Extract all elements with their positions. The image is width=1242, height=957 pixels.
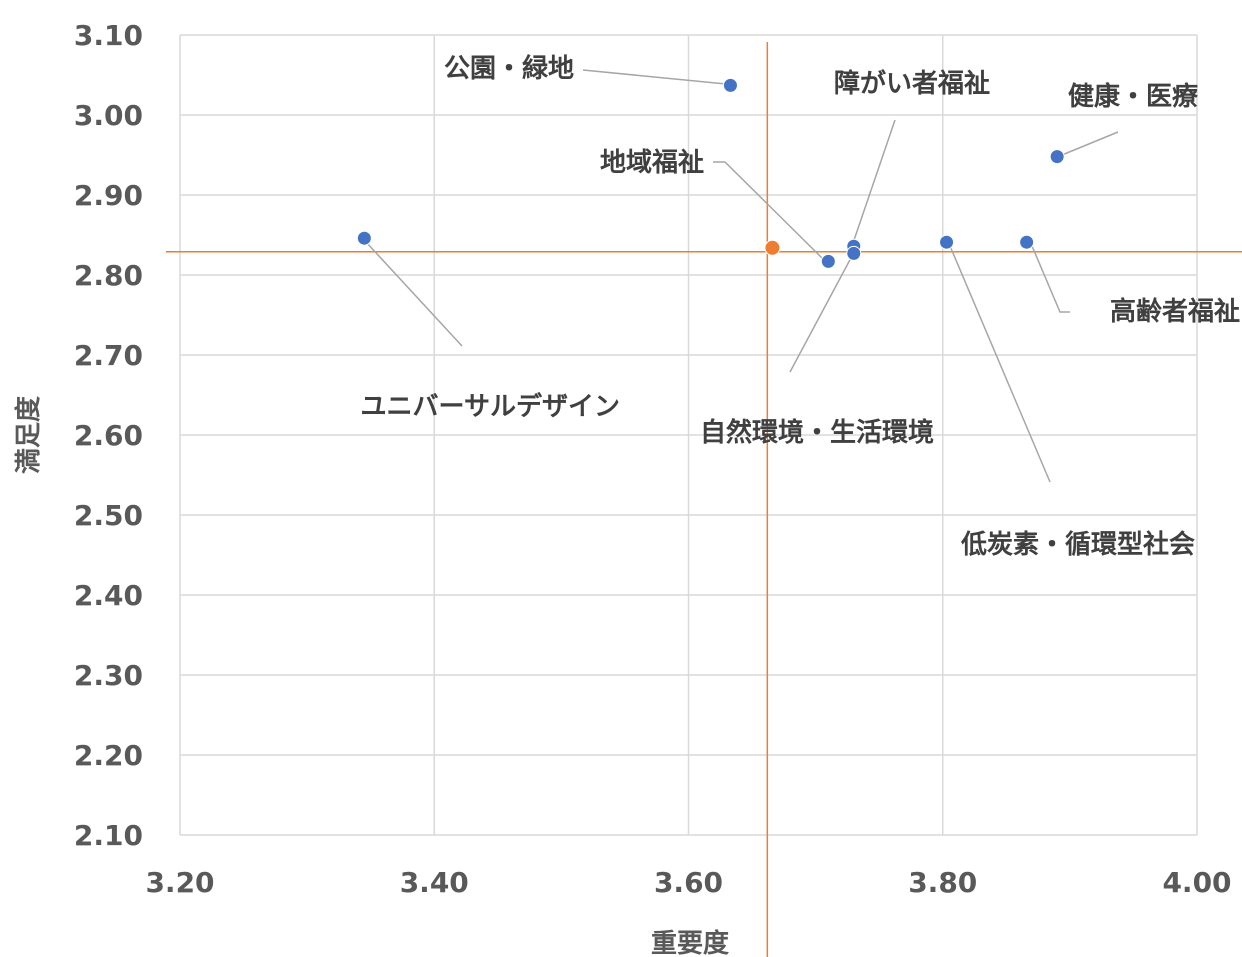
- y-tick-label: 2.60: [74, 419, 143, 452]
- point-label: 低炭素・循環型社会: [960, 529, 1195, 560]
- y-axis-title: 満足度: [13, 396, 44, 474]
- leader-line: [713, 161, 823, 259]
- point-label: 地域福祉: [600, 148, 704, 178]
- data-point: [356, 230, 372, 246]
- x-tick-labels: 3.20 3.40 3.60 3.80 4.00: [145, 866, 1231, 899]
- data-point: [820, 253, 836, 269]
- y-tick-label: 2.80: [74, 259, 143, 292]
- y-tick-label: 2.20: [74, 739, 143, 772]
- leader-line: [582, 69, 727, 85]
- data-point: [846, 245, 862, 261]
- point-label: 公園・緑地: [444, 53, 574, 84]
- leader-line: [1061, 131, 1119, 156]
- y-tick-label: 2.90: [74, 179, 143, 212]
- y-tick-label: 2.50: [74, 499, 143, 532]
- y-tick-label: 2.40: [74, 579, 143, 612]
- grid-lines: [179, 34, 1198, 836]
- point-label: 障がい者福祉: [834, 68, 990, 99]
- y-tick-label: 3.10: [74, 19, 143, 52]
- data-point: [1049, 149, 1065, 165]
- leader-lines: [365, 69, 1119, 483]
- point-label: 高齢者福祉: [1110, 296, 1240, 327]
- reference-lines: [166, 42, 1242, 957]
- x-tick-label: 3.60: [654, 866, 723, 899]
- leader-line: [949, 245, 1051, 483]
- y-tick-label: 2.70: [74, 339, 143, 372]
- data-point: [722, 77, 738, 93]
- point-label: 自然環境・生活環境: [700, 417, 934, 448]
- leader-line: [365, 241, 463, 347]
- x-tick-label: 4.00: [1162, 866, 1231, 899]
- y-tick-label: 3.00: [74, 99, 143, 132]
- data-point: [939, 234, 955, 250]
- leader-line: [1031, 245, 1070, 313]
- average-point: [764, 239, 781, 256]
- leader-line: [789, 255, 853, 373]
- point-label: 健康・医療: [1068, 81, 1199, 112]
- x-axis-title: 重要度: [651, 928, 729, 957]
- x-tick-label: 3.40: [400, 866, 469, 899]
- y-tick-label: 2.30: [74, 659, 143, 692]
- y-tick-labels: 3.10 3.00 2.90 2.80 2.70 2.60 2.50 2.40 2.30 2.20…: [74, 19, 143, 852]
- y-tick-label: 2.10: [74, 819, 143, 852]
- leader-line: [851, 119, 896, 247]
- point-label: ユニバーサルデザイン: [361, 391, 620, 422]
- x-tick-label: 3.80: [908, 866, 977, 899]
- data-points: [356, 77, 1065, 269]
- data-point: [1019, 234, 1035, 250]
- x-tick-label: 3.20: [145, 866, 214, 899]
